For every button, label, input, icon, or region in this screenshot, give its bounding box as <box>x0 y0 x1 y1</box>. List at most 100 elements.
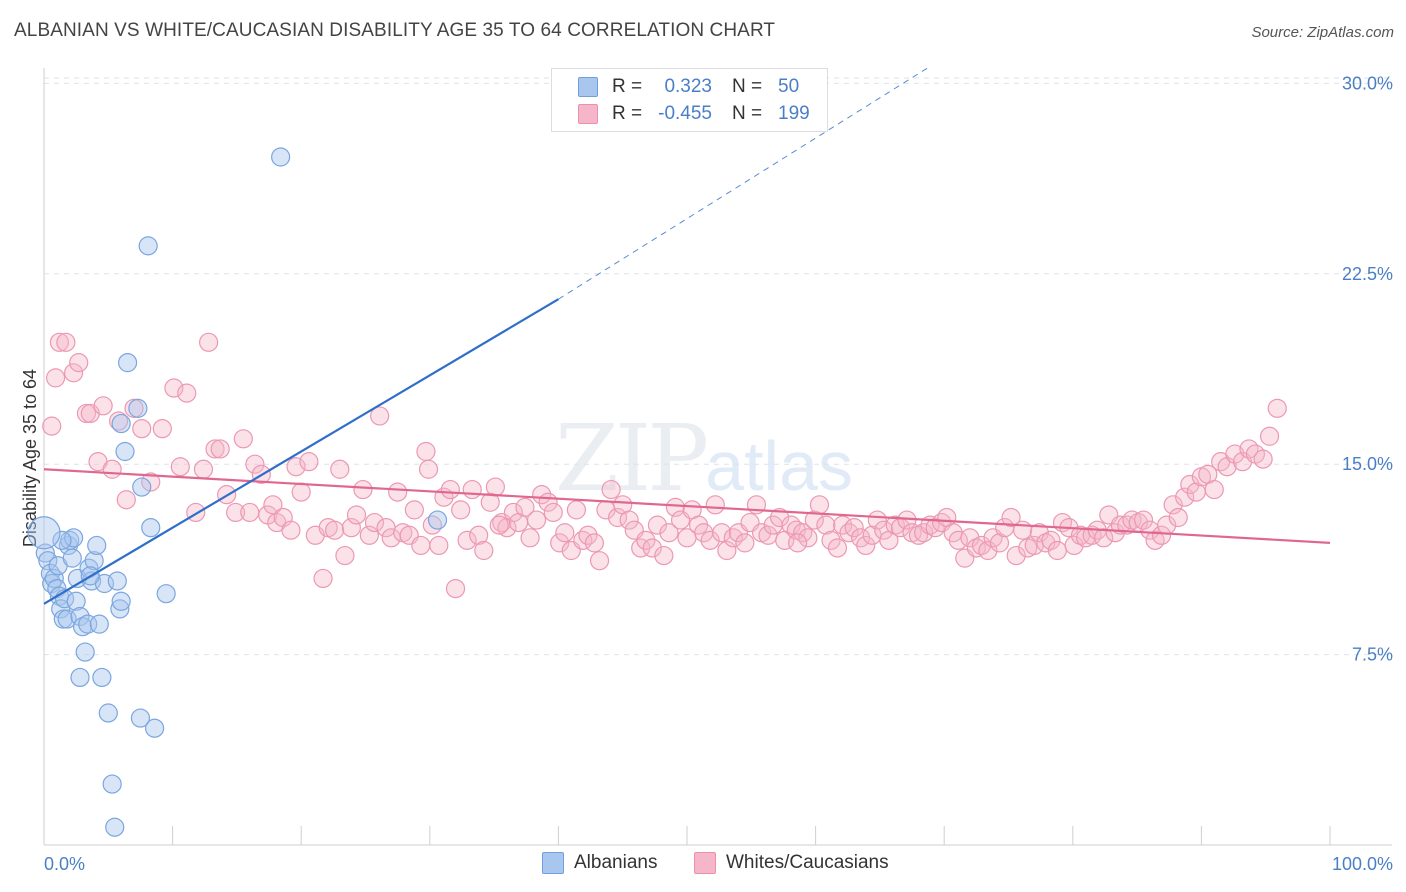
whites-point <box>1036 533 1056 553</box>
whites-point <box>966 538 986 558</box>
whites-point <box>440 479 460 500</box>
whites-point <box>948 530 968 550</box>
whites-point <box>787 533 808 553</box>
whites-point <box>164 378 184 398</box>
whites-point <box>503 502 523 523</box>
albanians-point <box>63 528 84 548</box>
whites-point <box>532 485 552 505</box>
series-legend-whites[interactable]: Whites/Caucasians <box>694 852 889 874</box>
whites-point <box>281 520 301 540</box>
whites-point <box>1163 495 1183 515</box>
whites-point <box>914 523 934 543</box>
albanians-point <box>105 817 125 837</box>
whites-point <box>1133 510 1154 530</box>
whites-point <box>520 528 540 548</box>
albanians-point <box>78 614 98 634</box>
albanians-point <box>38 551 58 571</box>
albanians-point <box>271 147 291 167</box>
x-tick-label: 100.0% <box>1332 854 1393 874</box>
whites-point <box>445 578 466 599</box>
whites-point <box>480 492 500 512</box>
legend-swatch-albanians <box>578 77 598 97</box>
whites-point <box>416 441 436 462</box>
whites-point <box>833 515 853 535</box>
source-label: Source: ZipAtlas.com <box>1251 24 1394 41</box>
whites-point <box>346 505 367 525</box>
albanians-point <box>128 398 148 418</box>
albanians-point <box>117 353 138 373</box>
albanians-point <box>27 516 61 550</box>
whites-point <box>335 545 355 566</box>
albanians-point <box>130 708 151 728</box>
whites-point <box>1175 487 1195 507</box>
whites-point <box>636 530 656 550</box>
whites-point <box>566 500 587 520</box>
whites-point <box>607 507 628 528</box>
whites-point <box>589 551 610 571</box>
y-axis-label: Disability Age 35 to 64 <box>20 369 40 547</box>
legend-r-value: 0.323 <box>664 76 712 97</box>
whites-point <box>1180 474 1200 495</box>
series-swatch-albanians <box>542 852 564 874</box>
whites-trend-line <box>43 468 1331 544</box>
whites-point <box>1267 398 1287 418</box>
whites-point <box>1029 523 1049 543</box>
whites-point <box>364 512 385 533</box>
whites-point <box>404 500 424 520</box>
series-swatch-whites <box>694 852 716 874</box>
series-legend-albanians[interactable]: Albanians <box>542 852 657 874</box>
chart-title: ALBANIAN VS WHITE/CAUCASIAN DISABILITY A… <box>14 20 776 41</box>
whites-point <box>1225 444 1245 464</box>
whites-point <box>325 520 345 540</box>
whites-point <box>469 525 489 545</box>
whites-point <box>42 416 62 436</box>
whites-point <box>1064 535 1084 556</box>
legend-n-value: 199 <box>778 103 810 124</box>
whites-point <box>462 479 482 500</box>
albanians-point <box>66 591 86 611</box>
whites-point <box>526 510 547 530</box>
watermark: ZIPatlas <box>555 405 853 512</box>
whites-point <box>474 540 494 561</box>
y-tick-label: 15.0% <box>1342 454 1393 474</box>
whites-point <box>341 518 361 538</box>
whites-point <box>798 528 818 548</box>
albanians-point <box>98 703 118 723</box>
series-label-albanians: Albanians <box>574 852 658 873</box>
albanians-point <box>89 614 109 634</box>
albanians-point <box>141 518 161 538</box>
whites-point <box>56 332 76 352</box>
whites-point <box>1001 507 1021 528</box>
legend-row-whites: R = -0.455 N = 199 <box>578 101 810 127</box>
albanians-point <box>111 413 131 434</box>
correlation-legend: R = 0.323 N = 50 R = -0.455 N = 199 <box>551 68 828 132</box>
albanians-point <box>427 510 448 530</box>
whites-point <box>769 507 790 528</box>
whites-point <box>543 502 563 523</box>
whites-point <box>827 538 848 558</box>
whites-point <box>116 490 136 510</box>
y-tick-label: 22.5% <box>1342 264 1393 284</box>
albanians-point <box>138 236 158 256</box>
whites-point <box>330 459 350 479</box>
legend-row-albanians: R = 0.323 N = 50 <box>578 74 799 100</box>
whites-point <box>388 482 408 502</box>
whites-point <box>874 520 894 540</box>
watermark-main: ZIP <box>555 405 709 512</box>
x-tick-label: 0.0% <box>44 854 85 874</box>
whites-point <box>578 525 598 545</box>
albanians-point <box>110 599 130 619</box>
legend-n-value: 50 <box>778 76 800 97</box>
whites-point <box>1047 540 1067 561</box>
whites-point <box>867 510 887 530</box>
whites-point <box>49 332 70 352</box>
whites-point <box>286 457 306 477</box>
albanians-point <box>52 530 72 550</box>
whites-point <box>418 459 439 479</box>
whites-point <box>152 419 172 439</box>
whites-point <box>700 530 720 550</box>
whites-point <box>809 495 830 515</box>
whites-point <box>451 500 471 520</box>
whites-point <box>485 477 505 497</box>
albanians-point <box>84 551 104 571</box>
